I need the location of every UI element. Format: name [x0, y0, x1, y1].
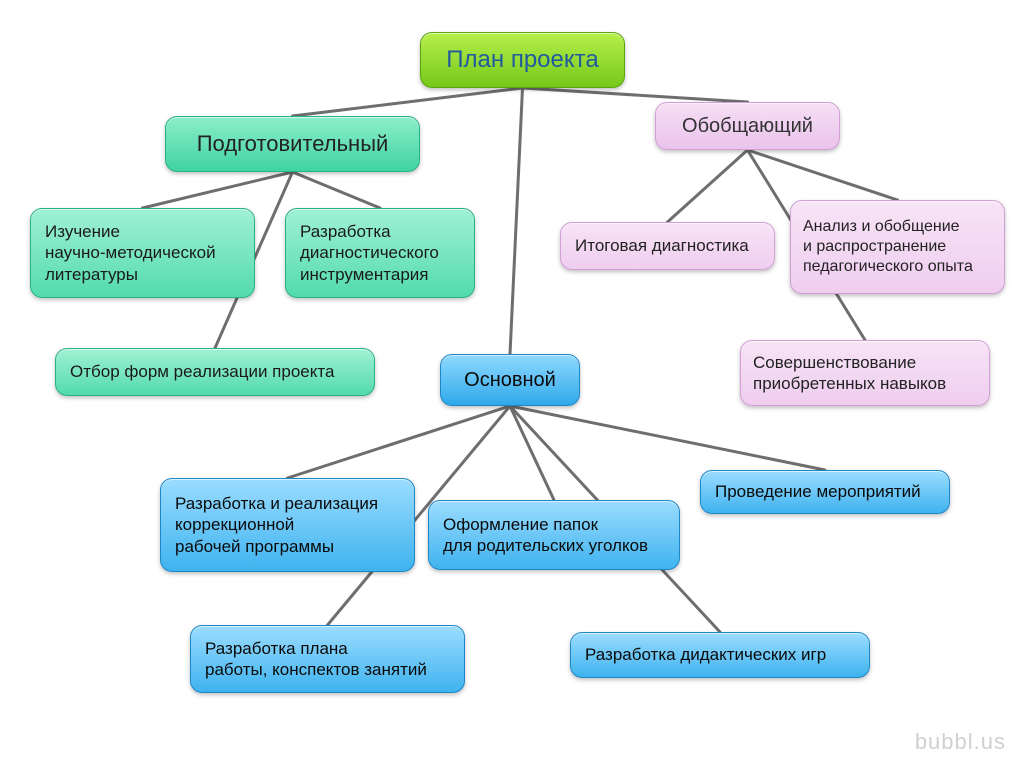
- node-g3-label: Совершенствование приобретенных навыков: [753, 352, 977, 395]
- edge-main-m1: [288, 406, 511, 478]
- node-gen: Обобщающий: [655, 102, 840, 150]
- edge-gen-g2: [748, 150, 898, 200]
- edge-root-prep: [293, 88, 523, 116]
- edge-main-m3: [510, 406, 825, 470]
- node-m1-label: Разработка и реализация коррекционной ра…: [175, 493, 400, 557]
- node-prep: Подготовительный: [165, 116, 420, 172]
- node-m5-label: Разработка дидактических игр: [585, 644, 855, 665]
- node-g1-label: Итоговая диагностика: [575, 235, 760, 256]
- node-m2-label: Оформление папок для родительских уголко…: [443, 514, 665, 557]
- node-m3: Проведение мероприятий: [700, 470, 950, 514]
- node-p2-label: Разработка диагностического инструментар…: [300, 221, 460, 285]
- node-g2-label: Анализ и обобщение и распространение пед…: [803, 217, 992, 277]
- node-p3-label: Отбор форм реализации проекта: [70, 361, 360, 382]
- diagram-stage: bubbl.us План проекта Подготовительный Обо…: [0, 0, 1024, 767]
- node-m2: Оформление папок для родительских уголко…: [428, 500, 680, 570]
- node-gen-label: Обобщающий: [664, 114, 831, 139]
- edge-prep-p2: [293, 172, 381, 208]
- node-m1: Разработка и реализация коррекционной ра…: [160, 478, 415, 572]
- node-g2: Анализ и обобщение и распространение пед…: [790, 200, 1005, 294]
- edge-gen-g1: [668, 150, 748, 222]
- node-p3: Отбор форм реализации проекта: [55, 348, 375, 396]
- node-root-label: План проекта: [431, 45, 614, 75]
- node-m3-label: Проведение мероприятий: [715, 481, 935, 502]
- edge-root-main: [510, 88, 523, 354]
- node-p1: Изучение научно-методической литературы: [30, 208, 255, 298]
- node-main: Основной: [440, 354, 580, 406]
- node-m4-label: Разработка плана работы, конспектов заня…: [205, 638, 450, 681]
- node-main-label: Основной: [449, 368, 571, 393]
- node-prep-label: Подготовительный: [176, 130, 409, 158]
- edge-main-m2: [510, 406, 554, 500]
- node-p1-label: Изучение научно-методической литературы: [45, 221, 240, 285]
- edge-prep-p1: [143, 172, 293, 208]
- node-m4: Разработка плана работы, конспектов заня…: [190, 625, 465, 693]
- node-p2: Разработка диагностического инструментар…: [285, 208, 475, 298]
- node-root: План проекта: [420, 32, 625, 88]
- node-g3: Совершенствование приобретенных навыков: [740, 340, 990, 406]
- watermark: bubbl.us: [915, 729, 1006, 755]
- node-g1: Итоговая диагностика: [560, 222, 775, 270]
- node-m5: Разработка дидактических игр: [570, 632, 870, 678]
- edge-root-gen: [523, 88, 748, 102]
